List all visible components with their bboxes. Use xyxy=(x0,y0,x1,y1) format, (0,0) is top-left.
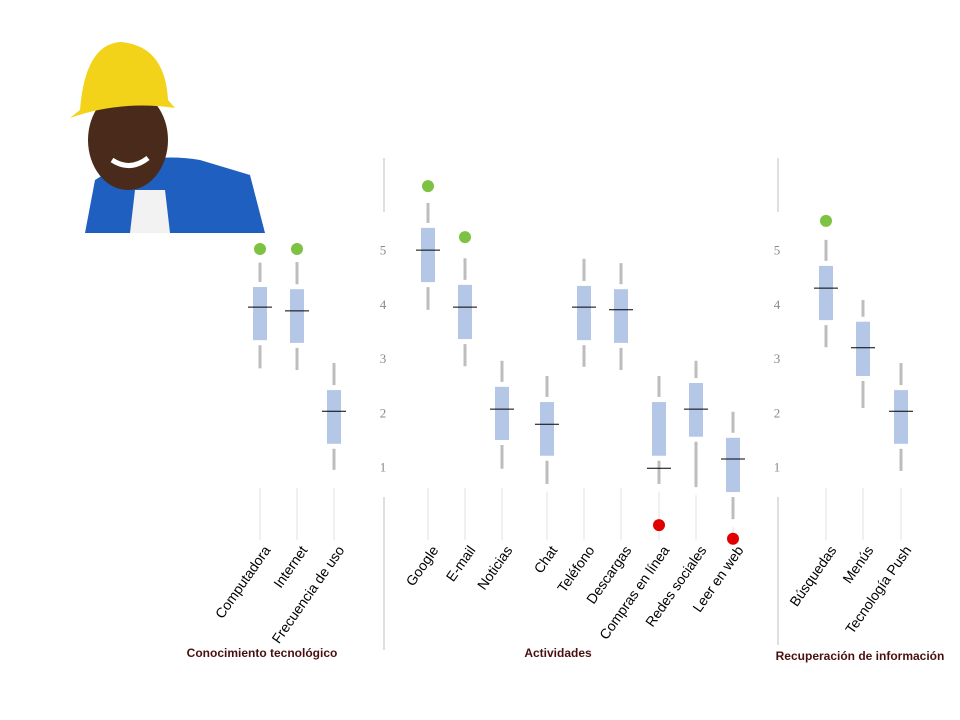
category-label: Google xyxy=(402,543,441,589)
y-tick-label: 3 xyxy=(380,351,387,366)
box xyxy=(540,402,554,456)
outlier xyxy=(820,214,832,227)
box xyxy=(253,287,267,341)
box xyxy=(577,285,591,341)
outlier xyxy=(727,532,739,545)
box xyxy=(421,227,435,283)
group-label: Conocimiento tecnológico xyxy=(187,646,338,660)
category-label: Noticias xyxy=(474,543,516,593)
category-label: Menús xyxy=(839,543,876,587)
box xyxy=(652,402,666,456)
outlier xyxy=(254,243,266,256)
y-tick-label: 4 xyxy=(380,297,387,312)
y-tick-label: 5 xyxy=(380,243,387,258)
category-label: Búsquedas xyxy=(786,543,839,610)
box xyxy=(856,321,870,376)
y-tick-label: 5 xyxy=(774,243,781,258)
category-label: E-mail xyxy=(443,543,479,585)
category-label: Frecuencia de uso xyxy=(268,542,347,646)
axis-lines xyxy=(383,158,779,650)
y-tick-label: 4 xyxy=(774,297,781,312)
box xyxy=(614,289,628,343)
y-tick-label: 2 xyxy=(380,405,387,420)
box xyxy=(290,289,304,343)
category-label: Chat xyxy=(530,543,560,576)
y-tick-label: 3 xyxy=(774,351,781,366)
box xyxy=(689,383,703,437)
category-label: Internet xyxy=(270,543,310,591)
box xyxy=(458,284,472,340)
box xyxy=(726,437,740,493)
box xyxy=(495,386,509,440)
outlier xyxy=(291,243,303,256)
worker-photo xyxy=(55,35,265,233)
y-tick-label: 1 xyxy=(774,460,781,475)
y-tick-label: 2 xyxy=(774,405,781,420)
box xyxy=(819,265,833,321)
y-tick-label: 1 xyxy=(380,460,387,475)
box xyxy=(894,390,908,444)
outlier xyxy=(653,519,665,532)
outlier xyxy=(459,231,471,244)
box xyxy=(327,390,341,444)
outlier xyxy=(422,180,434,193)
category-label: Computadora xyxy=(212,542,274,621)
group-label: Actividades xyxy=(524,646,592,660)
group-label: Recuperación de información xyxy=(776,649,945,663)
